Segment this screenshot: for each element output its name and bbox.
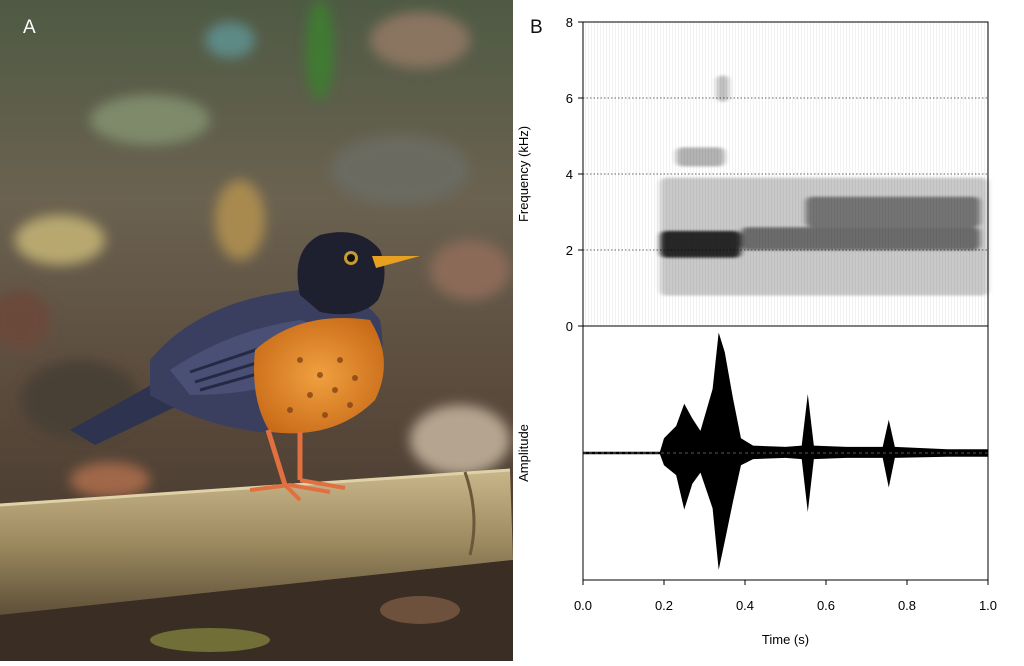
- energy-band-5: [676, 147, 725, 167]
- acoustic-panel: B 0 2 4 6 8 0.0 0.2 0.4 0.6 0.8 1.0 Frequency (kHz…: [513, 0, 1024, 661]
- bird-photo: A: [0, 0, 513, 661]
- x-axis-label: Time (s): [762, 632, 809, 647]
- thrush-bird: [70, 232, 420, 502]
- waveform-frame: [582, 325, 989, 581]
- waveform-y-label: Amplitude: [516, 424, 531, 482]
- y-tick-label-2: 4: [566, 167, 573, 182]
- x-tick-label-1: 0.2: [655, 598, 673, 613]
- y-tick-label-4: 8: [566, 15, 573, 30]
- x-tick-label-5: 1.0: [979, 598, 997, 613]
- y-tick-label-1: 2: [566, 243, 573, 258]
- blurred-foliage: [0, 0, 510, 498]
- x-tick-label-0: 0.0: [574, 598, 592, 613]
- energy-band-4: [805, 196, 980, 228]
- x-tick-label-2: 0.4: [736, 598, 754, 613]
- y-tick-label-3: 6: [566, 91, 573, 106]
- panel-label-b: B: [530, 17, 543, 38]
- panel-label-a: A: [23, 17, 36, 38]
- energy-band-2: [659, 231, 741, 258]
- energy-band-6: [716, 75, 729, 102]
- y-tick-label-0: 0: [566, 319, 573, 334]
- x-tick-label-3: 0.6: [817, 598, 835, 613]
- spectrogram-energy: [659, 75, 988, 296]
- spectrogram-y-label: Frequency (kHz): [516, 126, 531, 222]
- waveform-envelope: [583, 332, 988, 570]
- energy-band-3: [740, 227, 980, 250]
- x-tick-label-4: 0.8: [898, 598, 916, 613]
- waveform-shape: [583, 332, 988, 570]
- bamboo-log: [0, 470, 513, 615]
- bird-photo-illustration: [0, 0, 513, 661]
